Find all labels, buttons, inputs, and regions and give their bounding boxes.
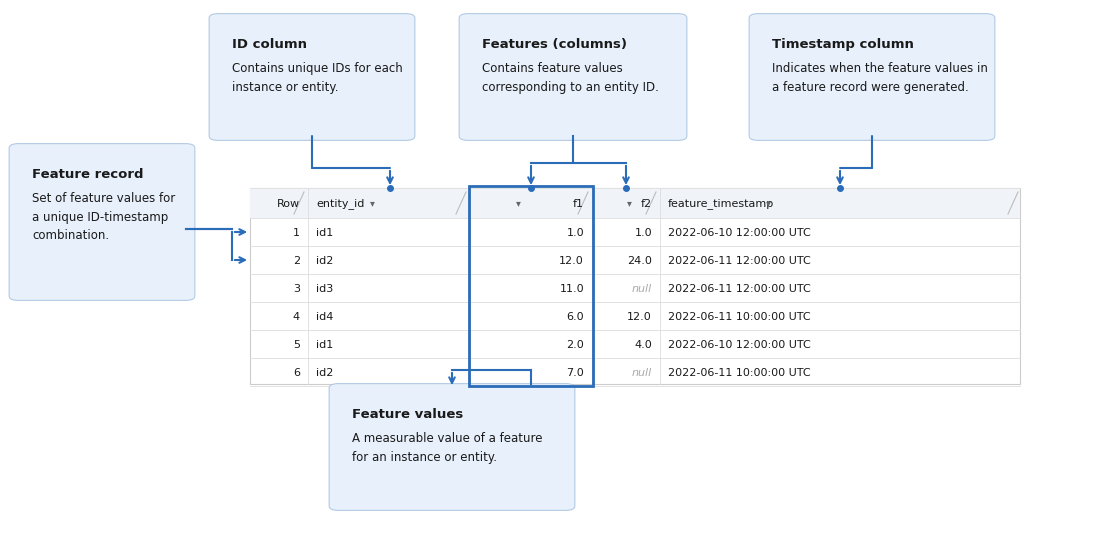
Text: entity_id: entity_id [316,198,364,209]
Text: ▾: ▾ [516,198,522,209]
Text: Feature values: Feature values [352,408,463,421]
Text: 12.0: 12.0 [627,312,652,321]
FancyBboxPatch shape [209,14,415,140]
FancyBboxPatch shape [460,14,687,140]
Text: null: null [632,283,652,294]
Text: id2: id2 [316,256,333,266]
Text: 1.0: 1.0 [566,228,584,237]
Text: 2022-06-10 12:00:00 UTC: 2022-06-10 12:00:00 UTC [668,228,810,237]
Text: 2022-06-11 12:00:00 UTC: 2022-06-11 12:00:00 UTC [668,283,810,294]
Text: 4: 4 [293,312,300,321]
Text: 6.0: 6.0 [566,312,584,321]
Text: id4: id4 [316,312,333,321]
Text: ▾: ▾ [370,198,374,209]
Text: 2.0: 2.0 [566,339,584,350]
Text: id1: id1 [316,228,333,237]
Text: 3: 3 [293,283,300,294]
Text: f1: f1 [573,198,584,209]
Text: Contains feature values
corresponding to an entity ID.: Contains feature values corresponding to… [482,62,659,94]
Text: f2: f2 [640,198,652,209]
FancyBboxPatch shape [9,144,195,300]
Text: Indicates when the feature values in
a feature record were generated.: Indicates when the feature values in a f… [771,62,988,94]
Text: A measurable value of a feature
for an instance or entity.: A measurable value of a feature for an i… [352,432,543,463]
Text: 2022-06-11 12:00:00 UTC: 2022-06-11 12:00:00 UTC [668,256,810,266]
Bar [250,188,1020,384]
Text: Row: Row [276,198,300,209]
Text: feature_timestamp: feature_timestamp [668,198,775,209]
Text: Timestamp column: Timestamp column [771,38,914,51]
Text: 5: 5 [293,339,300,350]
Text: 6: 6 [293,367,300,378]
Text: ▾: ▾ [627,198,633,209]
Text: 2: 2 [293,256,300,266]
FancyBboxPatch shape [330,384,575,511]
Text: id2: id2 [316,367,333,378]
FancyBboxPatch shape [749,14,995,140]
Text: 24.0: 24.0 [627,256,652,266]
Text: 12.0: 12.0 [559,256,584,266]
Text: 1: 1 [293,228,300,237]
Text: Feature record: Feature record [32,168,143,181]
Text: 2022-06-11 10:00:00 UTC: 2022-06-11 10:00:00 UTC [668,367,810,378]
Text: Contains unique IDs for each
instance or entity.: Contains unique IDs for each instance or… [232,62,403,94]
Text: 11.0: 11.0 [559,283,584,294]
Text: null: null [632,367,652,378]
Text: id1: id1 [316,339,333,350]
Text: id3: id3 [316,283,333,294]
Text: ▾: ▾ [766,198,770,209]
Text: 2022-06-11 10:00:00 UTC: 2022-06-11 10:00:00 UTC [668,312,810,321]
Bar [470,186,593,386]
Text: ID column: ID column [232,38,307,51]
Text: 2022-06-10 12:00:00 UTC: 2022-06-10 12:00:00 UTC [668,339,810,350]
Text: 7.0: 7.0 [566,367,584,378]
Bar [250,188,1020,218]
Text: Set of feature values for
a unique ID-timestamp
combination.: Set of feature values for a unique ID-ti… [32,192,175,242]
Text: Features (columns): Features (columns) [482,38,627,51]
Text: 4.0: 4.0 [634,339,652,350]
Text: 1.0: 1.0 [635,228,652,237]
